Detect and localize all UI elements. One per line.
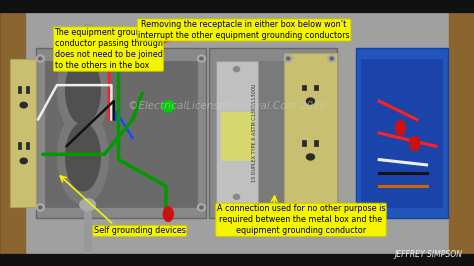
Bar [10, 59, 36, 207]
Ellipse shape [306, 153, 315, 161]
Bar [209, 48, 337, 218]
Bar [84, 24, 91, 64]
Ellipse shape [57, 43, 109, 138]
Text: 15 DUPLEX TYPE X ASTM C1392/L1300U: 15 DUPLEX TYPE X ASTM C1392/L1300U [251, 84, 256, 182]
Ellipse shape [283, 54, 293, 63]
Ellipse shape [329, 205, 334, 210]
Ellipse shape [163, 206, 174, 222]
Bar [36, 48, 206, 218]
Bar [0, 13, 26, 253]
Bar [284, 53, 337, 207]
Bar [216, 61, 329, 207]
Bar [302, 140, 306, 146]
Bar [314, 85, 318, 90]
Ellipse shape [327, 203, 337, 212]
Ellipse shape [65, 56, 101, 125]
Ellipse shape [329, 56, 334, 61]
Ellipse shape [409, 136, 420, 152]
Ellipse shape [57, 109, 109, 205]
Bar [448, 13, 474, 253]
Ellipse shape [197, 203, 206, 212]
Text: The equipment grounding
conductor passing through
does not need to be joined
to : The equipment grounding conductor passin… [55, 28, 163, 70]
Bar [18, 86, 21, 93]
Ellipse shape [197, 54, 206, 63]
Text: ©ElectricalLicenseRenewal.Com 2020: ©ElectricalLicenseRenewal.Com 2020 [128, 101, 327, 111]
Bar [221, 112, 253, 160]
Ellipse shape [233, 194, 240, 200]
Text: Self grounding devices: Self grounding devices [94, 226, 186, 235]
Bar [26, 142, 29, 149]
Ellipse shape [162, 100, 175, 113]
Bar [361, 59, 442, 207]
Bar [26, 86, 29, 93]
Ellipse shape [199, 205, 204, 210]
Bar [45, 61, 197, 207]
Text: Removing the receptacle in either box below won’t
interrupt the other equipment : Removing the receptacle in either box be… [138, 20, 350, 40]
Ellipse shape [79, 198, 96, 211]
Bar [314, 140, 318, 146]
Ellipse shape [306, 97, 315, 105]
Text: A connection used for no other purpose is
required between the metal box and the: A connection used for no other purpose i… [217, 204, 385, 235]
Ellipse shape [233, 66, 240, 72]
Ellipse shape [38, 205, 43, 210]
Bar [26, 13, 448, 253]
Bar [18, 142, 21, 149]
Ellipse shape [327, 54, 337, 63]
Ellipse shape [19, 102, 28, 109]
Ellipse shape [38, 56, 43, 61]
Ellipse shape [199, 56, 204, 61]
Ellipse shape [19, 157, 28, 164]
Bar [356, 48, 448, 218]
Bar [84, 205, 91, 253]
Ellipse shape [283, 203, 293, 212]
Bar [302, 85, 306, 90]
Ellipse shape [286, 56, 291, 61]
Ellipse shape [65, 122, 101, 192]
Ellipse shape [36, 54, 45, 63]
Bar [216, 61, 258, 207]
Ellipse shape [36, 203, 45, 212]
Text: JEFFREY SIMPSON: JEFFREY SIMPSON [394, 250, 462, 259]
Ellipse shape [395, 120, 406, 136]
Ellipse shape [286, 205, 291, 210]
